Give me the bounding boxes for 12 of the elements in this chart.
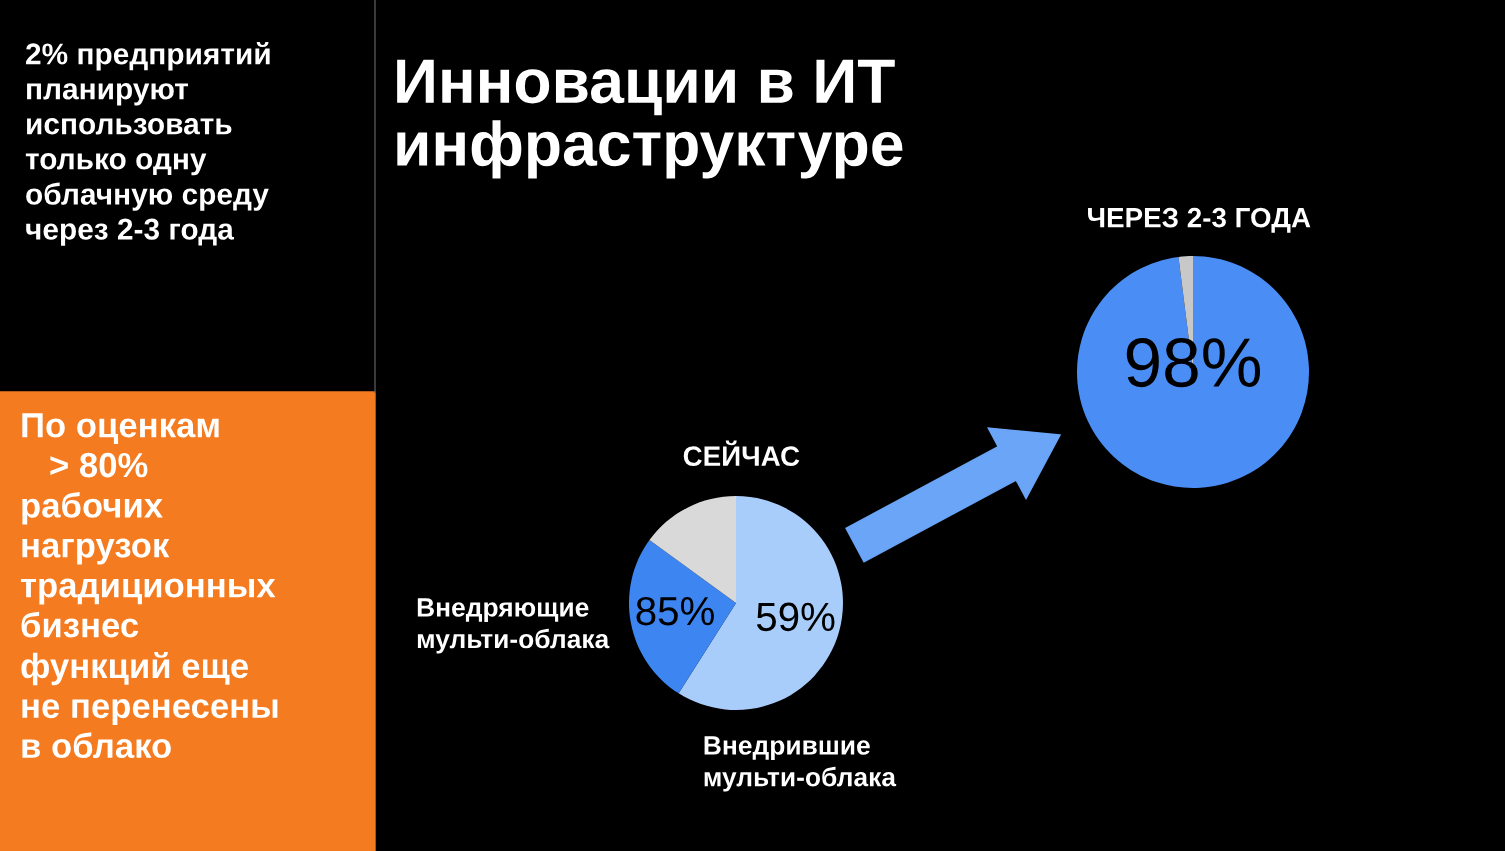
chart-title: СЕЙЧАС: [683, 440, 800, 467]
text: Инновации в ИТ инфраструктуре: [397, 59, 903, 179]
text: 2% предприятий планируют использовать только одну облачную среду через 2-3 года: [25, 42, 270, 246]
slice-label: Внедряющие мульти-облака: [417, 598, 610, 654]
chart-title: ЧЕРЕЗ 2-3 ГОДА: [1088, 207, 1311, 233]
data-label: 98%: [1126, 337, 1261, 388]
pie-slice: [629, 540, 736, 694]
slice-label: Внедрившие мульти-облака: [704, 736, 897, 792]
data-label: 59%: [756, 602, 835, 632]
text: 85%: [636, 596, 714, 626]
text: По оценкам > 80% рабочих нагрузок традиционных бизнес функций еще не перенесены в облако: [20, 413, 278, 759]
pie-slice: [1077, 256, 1309, 488]
